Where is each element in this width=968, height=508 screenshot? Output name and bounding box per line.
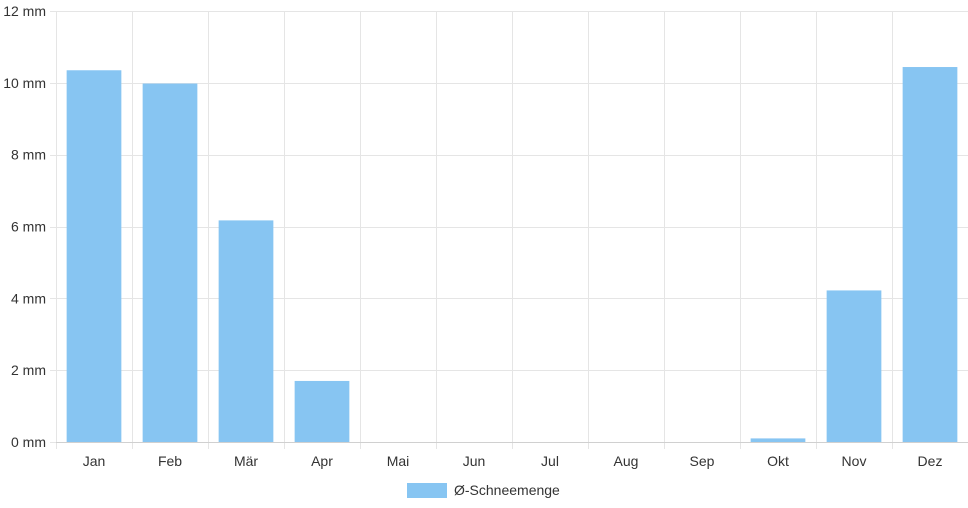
y-tick-label: 2 mm [11,362,46,378]
bar-Mär [218,220,274,442]
y-tick-label: 8 mm [11,147,46,163]
x-tick-label: Jun [463,453,486,469]
x-tick-label: Sep [690,453,715,469]
x-tick-label: Dez [918,453,943,469]
x-tick-label: Nov [842,453,867,469]
y-tick-label: 0 mm [11,434,46,450]
bar-Okt [750,438,806,442]
x-tick-label: Mai [387,453,410,469]
legend: Ø-Schneemenge [407,482,560,498]
y-tick-label: 10 mm [3,75,46,91]
x-tick-label: Mär [234,453,258,469]
x-tick-label: Aug [614,453,639,469]
y-axis-tick-labels: 0 mm 2 mm 4 mm 6 mm 8 mm 10 mm 12 mm [3,3,46,450]
bar-Nov [826,290,882,442]
legend-swatch [407,483,447,498]
x-tick-label: Apr [311,453,333,469]
x-tick-label: Okt [767,453,789,469]
x-tick-label: Feb [158,453,182,469]
bar-Jan [66,70,122,442]
x-tick-label: Jan [83,453,106,469]
y-tick-label: 6 mm [11,219,46,235]
bar-Dez [902,67,958,442]
bars [66,67,958,442]
bar-Feb [142,83,198,442]
y-tick-label: 12 mm [3,3,46,19]
y-tick-label: 4 mm [11,290,46,306]
bar-Apr [294,380,350,442]
grid [50,11,968,449]
legend-label: Ø-Schneemenge [454,482,560,498]
x-tick-label: Jul [541,453,559,469]
x-axis-tick-labels: Jan Feb Mär Apr Mai Jun Jul Aug Sep Okt Nov Dez [83,453,943,469]
